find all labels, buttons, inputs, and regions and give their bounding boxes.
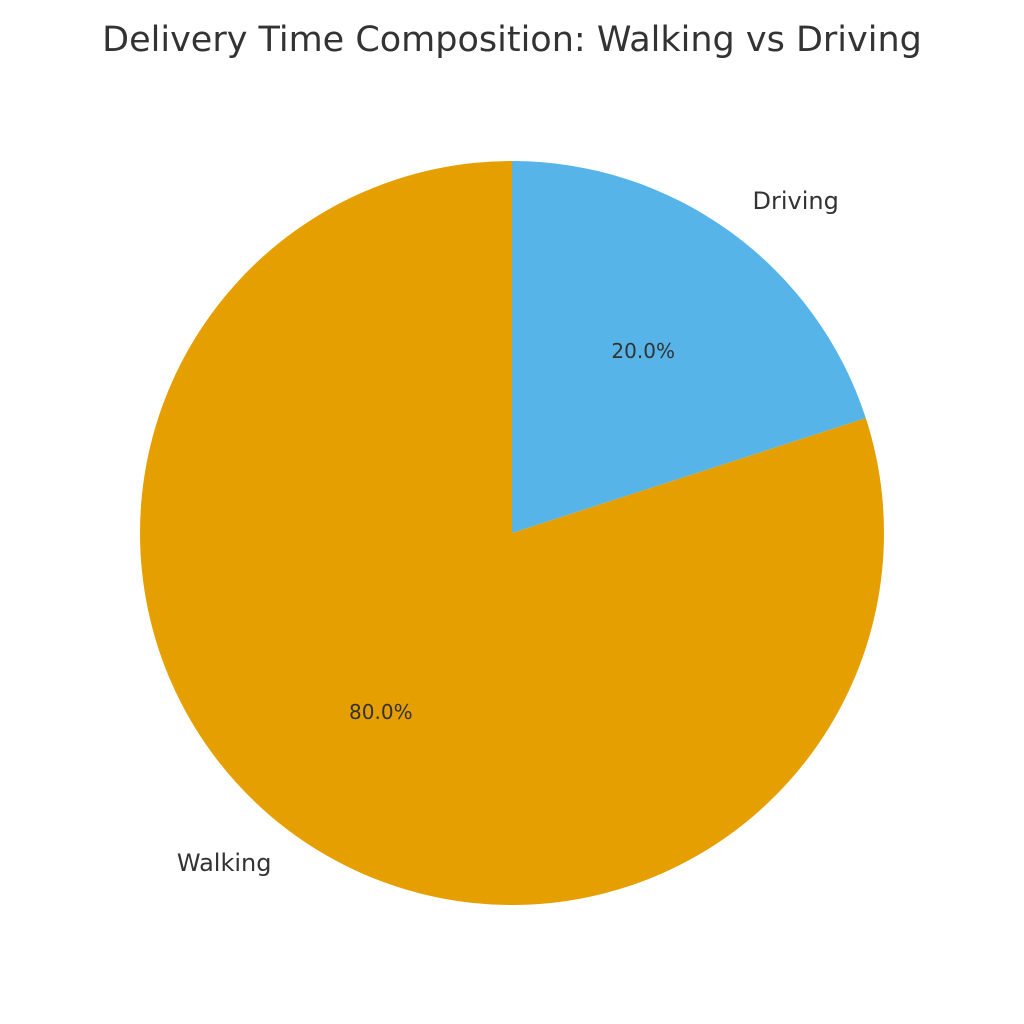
slice-label-walking: Walking <box>177 849 272 877</box>
chart-title: Delivery Time Composition: Walking vs Dr… <box>102 20 922 60</box>
slice-percent-driving: 20.0% <box>611 339 675 363</box>
slice-percent-walking: 80.0% <box>349 700 413 724</box>
slice-label-driving: Driving <box>753 187 839 215</box>
pie-slice-driving <box>512 161 866 533</box>
